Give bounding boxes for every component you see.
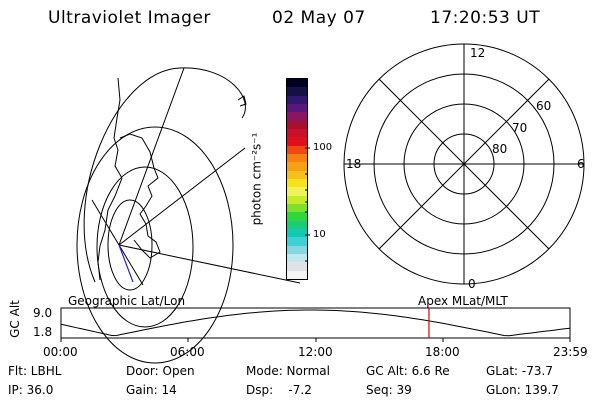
geo-meridian — [118, 244, 144, 286]
colorbar-segment — [287, 254, 307, 263]
glon-info: GLon: 139.7 — [486, 383, 559, 397]
colorbar-segment — [287, 137, 307, 146]
colorbar-segment — [287, 187, 307, 196]
colorbar-segment — [287, 120, 307, 130]
colorbar-segment — [287, 79, 307, 88]
colorbar-segment — [287, 104, 307, 113]
colorbar-segment — [287, 270, 307, 279]
gc-alt-info: GC Alt: 6.6 Re — [366, 364, 450, 378]
geo-coastline — [119, 133, 161, 259]
ip-info: IP: 36.0 — [8, 383, 54, 397]
dsp-info: Dsp: -7.2 — [246, 383, 312, 397]
date-label: 02 May 07 — [272, 8, 366, 28]
colorbar-segment — [287, 220, 307, 230]
x-tick-1800: 18:00 — [425, 345, 460, 359]
geo-coastline — [97, 77, 123, 281]
colorbar-segment — [287, 212, 307, 221]
colorbar-label: photon cm⁻²s⁻¹ — [249, 132, 264, 226]
gain-info: Gain: 14 — [126, 383, 177, 397]
geo-outer-arc — [83, 67, 246, 283]
colorbar-segment — [287, 204, 307, 213]
mlat-80-label: 80 — [492, 142, 508, 156]
colorbar-segment — [287, 154, 307, 163]
colorbar-segment — [287, 245, 307, 255]
colorbar-segment — [287, 195, 307, 205]
altitude-ylabel: GC Alt — [7, 300, 22, 338]
colorbar-segment — [287, 179, 307, 188]
geo-lat-ring — [96, 166, 194, 328]
x-tick-0600: 06:00 — [170, 345, 205, 359]
geo-lat-ring — [76, 126, 234, 364]
colorbar-segment — [287, 170, 307, 180]
geo-coastline — [237, 95, 247, 107]
colorbar-segment — [287, 229, 307, 238]
colorbar-segment — [287, 162, 307, 171]
x-tick-0000: 00:00 — [43, 345, 78, 359]
mlt-12-label: 12 — [470, 46, 486, 60]
altitude-curve — [60, 309, 571, 337]
time-label: 17:20:53 UT — [430, 8, 541, 28]
colorbar-segment — [287, 145, 307, 155]
geo-panel-label: Geographic Lat/Lon — [68, 294, 186, 308]
polar-meridian — [378, 78, 550, 250]
colorbar-ticks — [305, 147, 310, 262]
glat-info: GLat: -73.7 — [486, 364, 553, 378]
colorbar-segment — [287, 129, 307, 138]
altitude-ymax: 9.0 — [33, 306, 53, 320]
door-info: Door: Open — [126, 364, 195, 378]
geo-meridian — [118, 244, 301, 284]
mlt-0-label: 0 — [468, 277, 476, 291]
colorbar-tick-100: 100 — [313, 142, 333, 153]
geo-track-line — [118, 244, 134, 283]
colorbar-segment — [287, 262, 307, 271]
polar-panel-label: Apex MLat/MLT — [418, 294, 508, 308]
seq-info: Seq: 39 — [366, 383, 412, 397]
colorbar-segment — [287, 95, 307, 105]
geo-lat-ring — [107, 199, 153, 291]
colorbar-segment — [287, 237, 307, 246]
colorbar-segment — [287, 112, 307, 121]
geo-meridian — [118, 147, 246, 246]
x-tick-1200: 12:00 — [298, 345, 333, 359]
polar-plot — [343, 43, 585, 285]
mlat-70-label: 70 — [512, 121, 528, 135]
colorbar-segment — [287, 87, 307, 96]
mlt-18-label: 18 — [346, 157, 362, 171]
filter-info: Flt: LBHL — [8, 364, 62, 378]
altitude-plot — [60, 307, 571, 342]
x-tick-2359: 23:59 — [553, 345, 588, 359]
geo-meridian — [91, 199, 120, 246]
mlat-60-label: 60 — [536, 99, 552, 113]
app-title: Ultraviolet Imager — [48, 8, 211, 28]
mlt-6-label: 6 — [577, 157, 585, 171]
colorbar — [286, 78, 308, 280]
mode-info: Mode: Normal — [246, 364, 330, 378]
colorbar-tick-10: 10 — [313, 229, 326, 240]
altitude-ymin: 1.8 — [33, 325, 53, 339]
